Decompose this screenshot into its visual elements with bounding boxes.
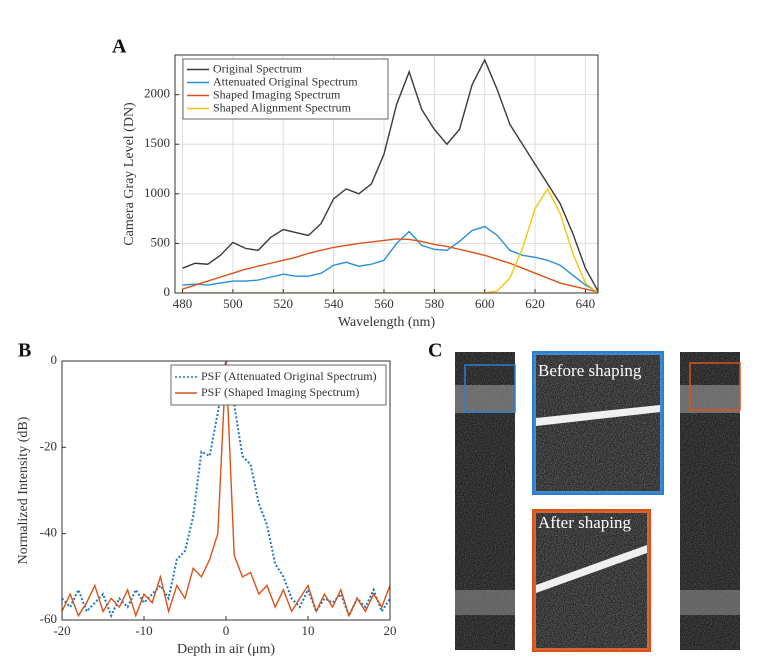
x-tick-label: 480 <box>173 296 193 311</box>
y-tick-label: 500 <box>151 234 171 249</box>
y-tick-label: -20 <box>40 438 57 453</box>
legend-label: PSF (Shaped Imaging Spectrum) <box>201 385 359 399</box>
x-tick-label: 640 <box>576 296 596 311</box>
x-axis-label: Depth in air (μm) <box>177 642 275 657</box>
zoom-caption: Before shaping <box>538 361 642 380</box>
oct-layer <box>455 385 515 413</box>
oct-layer <box>455 590 515 615</box>
y-tick-label: 0 <box>51 352 58 367</box>
x-tick-label: -20 <box>53 623 70 638</box>
x-tick-label: 540 <box>324 296 344 311</box>
legend-label: Original Spectrum <box>213 61 303 75</box>
plot-frame <box>174 54 599 294</box>
y-tick-label: 0 <box>164 284 171 299</box>
y-tick-label: -40 <box>40 525 57 540</box>
oct-layer <box>680 590 740 615</box>
panel-label: A <box>112 36 127 58</box>
series-line <box>62 361 390 618</box>
x-tick-label: 560 <box>374 296 394 311</box>
x-axis-label: Wavelength (nm) <box>338 315 436 330</box>
x-tick-label: 520 <box>274 296 294 311</box>
x-tick-label: 10 <box>302 623 315 638</box>
x-tick-label: 20 <box>384 623 397 638</box>
legend-label: PSF (Attenuated Original Spectrum) <box>201 369 377 383</box>
zoom-surface <box>536 545 647 593</box>
legend-box <box>170 364 387 406</box>
series-line <box>182 58 598 292</box>
legend-label: Attenuated Original Spectrum <box>213 74 358 88</box>
y-tick-label: -60 <box>40 611 57 626</box>
y-axis-label: Camera Gray Level (DN) <box>122 102 137 246</box>
legend-label: Shaped Alignment Spectrum <box>213 100 352 114</box>
x-tick-label: 0 <box>223 623 230 638</box>
x-tick-label: 600 <box>475 296 495 311</box>
x-tick-label: 620 <box>525 296 545 311</box>
roi-box <box>464 364 516 413</box>
panel-label: B <box>18 340 31 362</box>
series-line <box>182 238 598 293</box>
legend-label: Shaped Imaging Spectrum <box>213 87 341 101</box>
y-axis-label: Normalized Intensity (dB) <box>16 416 31 564</box>
panel-label: C <box>428 340 442 362</box>
y-tick-label: 2000 <box>144 86 170 101</box>
legend-box <box>182 58 389 120</box>
plot-frame <box>61 360 391 621</box>
y-tick-label: 1000 <box>144 185 170 200</box>
series-line <box>182 225 598 293</box>
panel-c: C Before shaping After shaping <box>428 340 741 652</box>
zoom-caption: After shaping <box>538 513 632 532</box>
x-tick-label: 580 <box>425 296 445 311</box>
oct-layer <box>680 385 740 413</box>
zoom-surface <box>536 405 660 426</box>
roi-box <box>689 362 741 411</box>
y-tick-label: 1500 <box>144 135 170 150</box>
x-tick-label: 500 <box>223 296 243 311</box>
x-tick-label: -10 <box>135 623 152 638</box>
series-line <box>182 187 598 293</box>
